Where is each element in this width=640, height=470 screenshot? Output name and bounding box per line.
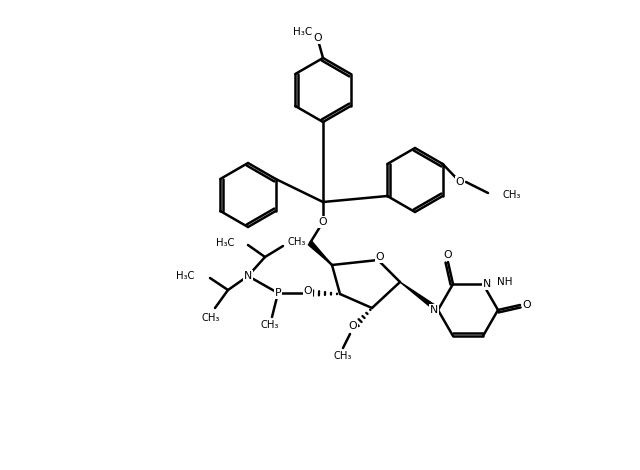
Polygon shape (308, 241, 332, 265)
Text: O: O (523, 300, 531, 310)
Text: O: O (314, 33, 323, 43)
Text: CH₃: CH₃ (334, 351, 352, 361)
Text: O: O (456, 177, 464, 187)
Text: H: H (499, 279, 506, 289)
Text: O: O (304, 286, 312, 296)
Polygon shape (400, 282, 440, 312)
Text: N: N (483, 279, 491, 289)
Text: P: P (275, 288, 282, 298)
Text: CH₃: CH₃ (502, 190, 520, 200)
Text: CH₃: CH₃ (261, 320, 279, 330)
Text: H₃C: H₃C (175, 271, 194, 281)
Text: N: N (244, 271, 252, 281)
Text: O: O (319, 217, 327, 227)
Text: O: O (376, 252, 384, 262)
Text: O: O (349, 321, 357, 331)
Text: O: O (444, 250, 452, 260)
Text: H₃C: H₃C (216, 238, 234, 248)
Text: NH: NH (497, 277, 513, 287)
Text: N: N (430, 305, 438, 315)
Text: H₃C: H₃C (293, 27, 312, 37)
Text: CH₃: CH₃ (202, 313, 220, 323)
Text: CH₃: CH₃ (287, 237, 305, 247)
